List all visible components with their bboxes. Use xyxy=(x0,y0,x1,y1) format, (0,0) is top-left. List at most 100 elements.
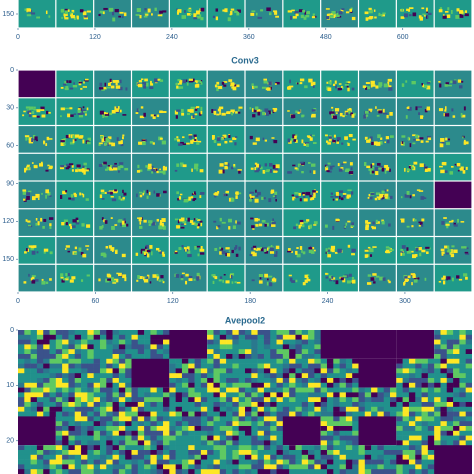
feature-cell xyxy=(49,406,57,412)
feature-cell xyxy=(131,402,139,408)
feature-cell xyxy=(282,402,290,408)
feature-cell xyxy=(30,387,38,393)
feature-cell xyxy=(181,272,185,275)
feature-cell xyxy=(124,223,129,227)
feature-tile xyxy=(169,264,207,292)
feature-cell xyxy=(447,276,451,280)
feature-cell xyxy=(24,411,31,417)
feature-cell xyxy=(275,164,280,169)
feature-cell xyxy=(137,416,145,422)
feature-cell xyxy=(219,411,227,417)
feature-cell xyxy=(270,416,277,422)
feature-cell xyxy=(293,139,297,142)
feature-cell xyxy=(257,459,265,465)
feature-cell xyxy=(212,109,217,111)
feature-cell xyxy=(122,114,127,116)
feature-cell xyxy=(73,252,78,255)
feature-cell xyxy=(87,349,94,355)
feature-cell xyxy=(282,459,290,465)
feature-cell xyxy=(447,138,451,141)
feature-cell xyxy=(43,334,50,340)
feature-cell xyxy=(453,349,460,355)
feature-cell xyxy=(371,402,378,408)
feature-cell xyxy=(450,9,453,14)
feature-cell xyxy=(106,464,113,470)
feature-cell xyxy=(156,247,160,251)
feature-cell xyxy=(18,402,25,408)
feature-cell xyxy=(245,363,252,369)
feature-cell xyxy=(163,334,170,340)
feature-cell xyxy=(389,249,393,252)
feature-cell xyxy=(447,84,452,87)
feature-cell xyxy=(81,411,88,417)
feature-cell xyxy=(118,330,126,336)
feature-cell xyxy=(314,450,321,456)
feature-cell xyxy=(326,440,334,446)
feature-cell xyxy=(371,226,374,228)
feature-cell xyxy=(367,86,371,90)
feature-cell xyxy=(99,430,107,436)
feature-cell xyxy=(149,86,154,89)
feature-cell xyxy=(175,469,183,474)
feature-cell xyxy=(457,169,460,172)
feature-cell xyxy=(421,454,429,460)
feature-cell xyxy=(55,454,63,460)
feature-cell xyxy=(434,440,441,446)
feature-cell xyxy=(364,402,372,408)
feature-cell xyxy=(162,253,166,257)
feature-cell xyxy=(194,430,202,436)
feature-cell xyxy=(347,220,351,223)
feature-cell xyxy=(41,192,43,195)
feature-cell xyxy=(207,363,214,369)
feature-cell xyxy=(49,363,57,369)
feature-cell xyxy=(465,330,472,336)
feature-cell xyxy=(382,12,386,15)
feature-cell xyxy=(364,411,372,417)
feature-cell xyxy=(358,392,366,398)
feature-cell xyxy=(390,411,397,417)
feature-cell xyxy=(289,450,296,456)
feature-cell xyxy=(150,459,158,465)
feature-cell xyxy=(371,464,378,470)
feature-cell xyxy=(185,217,188,221)
feature-cell xyxy=(345,402,353,408)
feature-cell xyxy=(366,254,369,258)
feature-cell xyxy=(49,368,57,374)
feature-cell xyxy=(421,469,429,474)
feature-cell xyxy=(367,274,372,277)
feature-cell xyxy=(232,225,236,230)
feature-cell xyxy=(448,220,453,223)
feature-cell xyxy=(18,387,25,393)
feature-cell xyxy=(228,226,231,230)
feature-cell xyxy=(251,344,258,350)
feature-cell xyxy=(36,139,38,142)
feature-cell xyxy=(442,15,447,19)
feature-cell xyxy=(339,464,347,470)
feature-cell xyxy=(258,109,263,112)
feature-tile xyxy=(396,181,434,209)
feature-cell xyxy=(434,344,441,350)
feature-cell xyxy=(123,218,126,222)
feature-cell xyxy=(161,140,166,145)
feature-cell xyxy=(200,363,208,369)
feature-cell xyxy=(245,349,252,355)
feature-cell xyxy=(40,161,43,165)
feature-cell xyxy=(366,165,371,169)
feature-cell xyxy=(226,392,233,398)
feature-cell xyxy=(99,142,103,145)
feature-cell xyxy=(142,192,145,196)
feature-cell xyxy=(31,138,34,143)
feature-cell xyxy=(49,223,52,227)
feature-cell xyxy=(415,435,422,441)
feature-cell xyxy=(226,363,233,369)
feature-cell xyxy=(151,13,153,16)
feature-cell xyxy=(310,250,315,254)
feature-cell xyxy=(144,406,151,412)
feature-cell xyxy=(226,344,233,350)
feature-cell xyxy=(415,363,422,369)
feature-cell xyxy=(149,245,153,249)
feature-cell xyxy=(440,440,448,446)
feature-cell xyxy=(255,109,261,112)
feature-cell xyxy=(200,426,208,432)
feature-cell xyxy=(48,167,52,170)
